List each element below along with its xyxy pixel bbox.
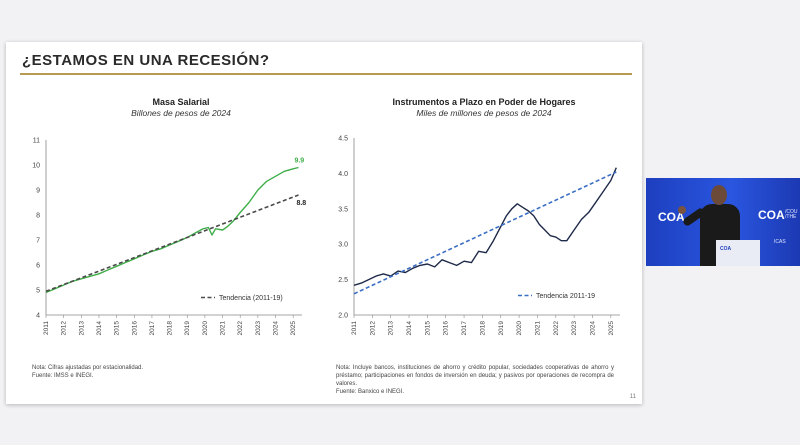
chart-2-x-tick-label: 2011: [351, 321, 358, 335]
chart-1-y-tick-label: 8: [36, 213, 40, 220]
page-number: 11: [629, 394, 636, 400]
chart-1-x-tick-label: 2021: [220, 321, 227, 336]
title-divider: [20, 73, 632, 75]
chart-1-y-tick-label: 7: [36, 238, 40, 245]
chart-2-x-tick-label: 2019: [498, 321, 505, 336]
chart-1-subtitle: Billones de pesos de 2024: [131, 108, 231, 118]
chart-2-y-tick-label: 2.5: [338, 277, 348, 284]
chart-1-x-tick-label: 2025: [290, 321, 297, 336]
chart-2-notes: Nota: Incluye bancos, instituciones de a…: [336, 364, 614, 396]
chart-1-x-tick-label: 2024: [273, 321, 280, 336]
side-text: ICAS: [774, 239, 786, 245]
chart-1-y-tick-label: 4: [36, 313, 40, 320]
brand-tagline: /COU /THE: [785, 209, 798, 220]
chart-1-y-tick-label: 5: [36, 288, 40, 295]
chart-1-source: Fuente: IMSS e INEGI.: [32, 373, 94, 379]
chart-1-x-tick-label: 2022: [237, 321, 244, 336]
chart-1-title: Masa Salarial: [152, 97, 210, 107]
brand-logo-left: COA: [658, 210, 685, 224]
chart-2-note: Nota: Incluye bancos, instituciones de a…: [336, 365, 614, 387]
chart-2-y-tick-label: 4.0: [338, 171, 348, 178]
chart-1-x-tick-label: 2020: [202, 321, 209, 336]
chart-2-y-tick-label: 3.0: [338, 242, 348, 249]
chart-1-x-tick-label: 2023: [255, 321, 262, 336]
speaker-hand: [678, 206, 686, 214]
chart-1-x-tick-label: 2014: [96, 321, 103, 336]
chart-1-x-tick-label: 2018: [167, 321, 174, 336]
chart-2-x-tick-label: 2018: [479, 321, 486, 336]
chart-2-source: Fuente: Banxico e INEGI.: [336, 389, 405, 395]
chart-2-x-tick-label: 2021: [534, 321, 541, 336]
presentation-slide: ¿ESTAMOS EN UNA RECESIÓN? Masa Salarial …: [6, 42, 642, 404]
chart-2-subtitle: Miles de millones de pesos de 2024: [416, 108, 552, 118]
chart-1-y-tick-label: 10: [32, 163, 40, 170]
chart-2-x-tick-label: 2025: [608, 321, 615, 336]
slide-title: ¿ESTAMOS EN UNA RECESIÓN?: [22, 52, 270, 69]
chart-2-y-tick-label: 3.5: [338, 206, 348, 213]
chart-1-x-tick-label: 2015: [114, 321, 121, 336]
chart-2-y-tick-label: 2.0: [338, 313, 348, 320]
chart-2-x-tick-label: 2017: [461, 321, 468, 336]
chart-2-series-trend-line: [353, 171, 617, 295]
chart-2-series-main-line: [353, 167, 617, 286]
chart-2-x-tick-label: 2022: [553, 321, 560, 336]
chart-2-x-tick-label: 2016: [443, 321, 450, 336]
chart-1-x-tick-label: 2016: [131, 321, 138, 336]
podium-logo: COA: [720, 246, 732, 252]
speaker-head: [711, 185, 727, 205]
chart-1-notes: Nota: Cifras ajustadas por estacionalida…: [32, 364, 292, 380]
chart-1-y-tick-label: 9: [36, 188, 40, 195]
chart-1-x-tick-label: 2019: [184, 321, 191, 336]
brand-logo-right: COA: [758, 208, 785, 222]
chart-1-x-tick-label: 2011: [43, 321, 50, 335]
chart-2-x-tick-label: 2014: [406, 321, 413, 336]
chart-1-x-tick-label: 2017: [149, 321, 156, 336]
podium: [716, 240, 760, 266]
chart-2-x-tick-label: 2013: [388, 321, 395, 336]
chart-2-x-tick-label: 2015: [424, 321, 431, 336]
chart-2-y-tick-label: 4.5: [338, 136, 348, 143]
chart-1-y-tick-label: 6: [36, 263, 40, 270]
chart-1-x-tick-label: 2012: [61, 321, 68, 336]
chart-1-legend-label: Tendencia (2011-19): [219, 295, 283, 302]
charts-canvas: 4 5 6 7 8 9 10 11 2011 2012 2013 2014 2015 2016 2017 20…: [32, 136, 620, 336]
chart-2-legend-label: Tendencia 2011-19: [536, 293, 595, 300]
chart-2-x-tick-label: 2023: [571, 321, 578, 336]
chart-2-x-tick-label: 2024: [589, 321, 596, 336]
chart-1-note: Nota: Cifras ajustadas por estacionalida…: [32, 365, 144, 371]
chart-1-y-tick-label: 11: [33, 138, 40, 145]
chart-2-title: Instrumentos a Plazo en Poder de Hogares: [392, 97, 576, 107]
chart-1-end-label-actual: 9.9: [294, 158, 304, 165]
chart-1-x-tick-label: 2013: [78, 321, 85, 336]
chart-2-x-tick-label: 2020: [516, 321, 523, 336]
chart-2-x-tick-label: 2012: [369, 321, 376, 336]
chart-1-series-main-line: [45, 166, 299, 294]
chart-1-end-label-trend: 8.8: [296, 200, 306, 207]
